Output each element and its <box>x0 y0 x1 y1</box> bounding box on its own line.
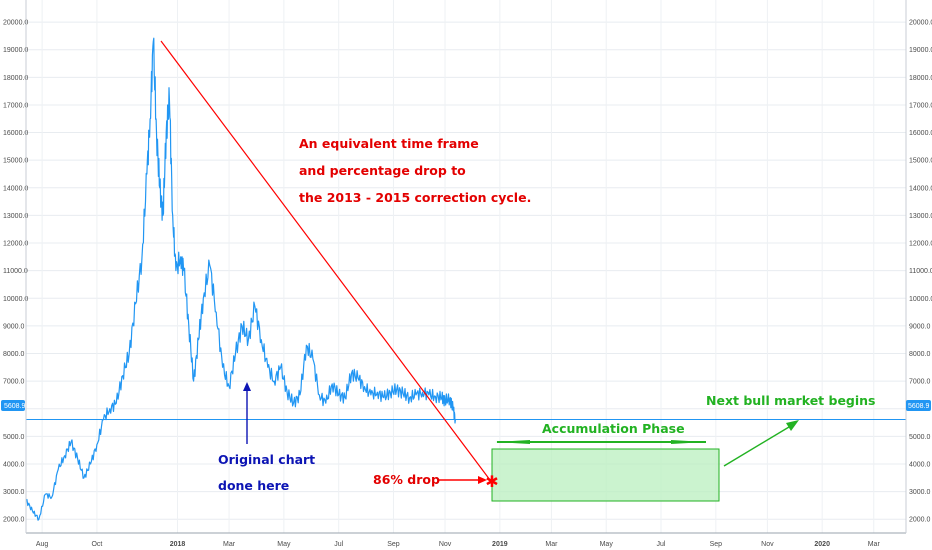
price-tags: 5608.9 5608.9 <box>1 400 931 411</box>
y-tick-label-right: 8000.0 <box>909 351 931 358</box>
y-tick-label-left: 17000.0 <box>3 102 28 109</box>
price-tag-right <box>906 400 931 411</box>
star-marker: ✱ <box>485 472 498 491</box>
y-tick-label-right: 9000.0 <box>909 323 931 330</box>
original-chart-line-1: Original chart <box>218 452 315 467</box>
x-tick-label: 2018 <box>170 541 186 548</box>
drop-arrow-head <box>478 476 487 484</box>
y-tick-label-left: 16000.0 <box>3 130 28 137</box>
original-chart-arrow-head <box>243 382 251 391</box>
y-tick-label-left: 9000.0 <box>3 323 25 330</box>
y-tick-label-right: 14000.0 <box>909 185 932 192</box>
x-tick-label: Jul <box>334 541 343 548</box>
y-tick-label-left: 4000.0 <box>3 461 25 468</box>
y-tick-label-right: 19000.0 <box>909 47 932 54</box>
x-tick-label: May <box>277 541 291 548</box>
x-tick-label: 2019 <box>492 541 508 548</box>
y-tick-label-right: 3000.0 <box>909 489 931 496</box>
axes: 2000.0 2000.0 3000.0 3000.0 4000.0 4000.0 5000… <box>3 0 932 548</box>
bull-arrow-line <box>723 423 795 467</box>
x-tick-label: Mar <box>545 541 558 548</box>
y-tick-label-left: 19000.0 <box>3 47 28 54</box>
price-tag-left <box>1 400 25 411</box>
price-series <box>25 37 456 521</box>
accumulation-label: Accumulation Phase <box>542 421 685 436</box>
y-tick-label-right: 18000.0 <box>909 75 932 82</box>
y-tick-label-right: 2000.0 <box>909 517 931 524</box>
x-tick-label: Mar <box>223 541 236 548</box>
x-tick-label: Sep <box>710 541 723 548</box>
accumulation-arrow-right <box>671 440 706 444</box>
x-tick-label: Mar <box>868 541 881 548</box>
y-tick-label-right: 11000.0 <box>909 268 932 275</box>
x-tick-label: 2020 <box>814 541 830 548</box>
y-tick-label-left: 3000.0 <box>3 489 25 496</box>
y-tick-label-left: 2000.0 <box>3 517 25 524</box>
x-tick-label: Jul <box>657 541 666 548</box>
y-tick-label-left: 14000.0 <box>3 185 28 192</box>
y-tick-label-right: 7000.0 <box>909 379 931 386</box>
price-tag-left-text: 5608.9 <box>4 403 26 410</box>
y-tick-label-right: 20000.0 <box>909 20 932 27</box>
y-tick-label-right: 10000.0 <box>909 296 932 303</box>
y-tick-label-left: 18000.0 <box>3 75 28 82</box>
y-tick-label-right: 5000.0 <box>909 434 931 441</box>
y-tick-label-left: 7000.0 <box>3 379 25 386</box>
y-tick-label-left: 15000.0 <box>3 158 28 165</box>
x-tick-label: Nov <box>761 541 774 548</box>
y-tick-label-right: 4000.0 <box>909 461 931 468</box>
price-series-line <box>25 37 456 521</box>
y-tick-label-right: 16000.0 <box>909 130 932 137</box>
y-tick-label-left: 13000.0 <box>3 213 28 220</box>
headline-line-1: An equivalent time frame <box>299 136 479 151</box>
y-tick-label-right: 12000.0 <box>909 241 932 248</box>
drop-label: 86% drop <box>373 472 440 487</box>
y-tick-label-right: 13000.0 <box>909 213 932 220</box>
x-tick-label: Oct <box>91 541 102 548</box>
drawings: ✱ An equivalent time frame and percentag… <box>160 40 876 502</box>
y-tick-label-left: 5000.0 <box>3 434 25 441</box>
accumulation-arrow-left <box>495 440 530 444</box>
x-tick-label: Nov <box>439 541 452 548</box>
x-tick-label: Aug <box>36 541 49 548</box>
price-tag-right-text: 5608.9 <box>908 403 930 410</box>
bull-label: Next bull market begins <box>706 393 876 408</box>
headline-line-3: the 2013 - 2015 correction cycle. <box>299 190 531 205</box>
y-tick-label-right: 17000.0 <box>909 102 932 109</box>
x-tick-label: Sep <box>387 541 400 548</box>
y-tick-label-left: 20000.0 <box>3 20 28 27</box>
trend-line <box>160 40 491 481</box>
original-chart-line-2: done here <box>218 478 289 493</box>
y-tick-label-left: 10000.0 <box>3 296 28 303</box>
y-tick-label-left: 8000.0 <box>3 351 25 358</box>
bull-arrow-head <box>786 420 799 431</box>
y-tick-label-right: 15000.0 <box>909 158 932 165</box>
y-tick-label-left: 11000.0 <box>3 268 28 275</box>
accumulation-box <box>491 448 720 502</box>
headline-line-2: and percentage drop to <box>299 163 466 178</box>
y-tick-label-left: 12000.0 <box>3 241 28 248</box>
x-tick-label: May <box>600 541 614 548</box>
